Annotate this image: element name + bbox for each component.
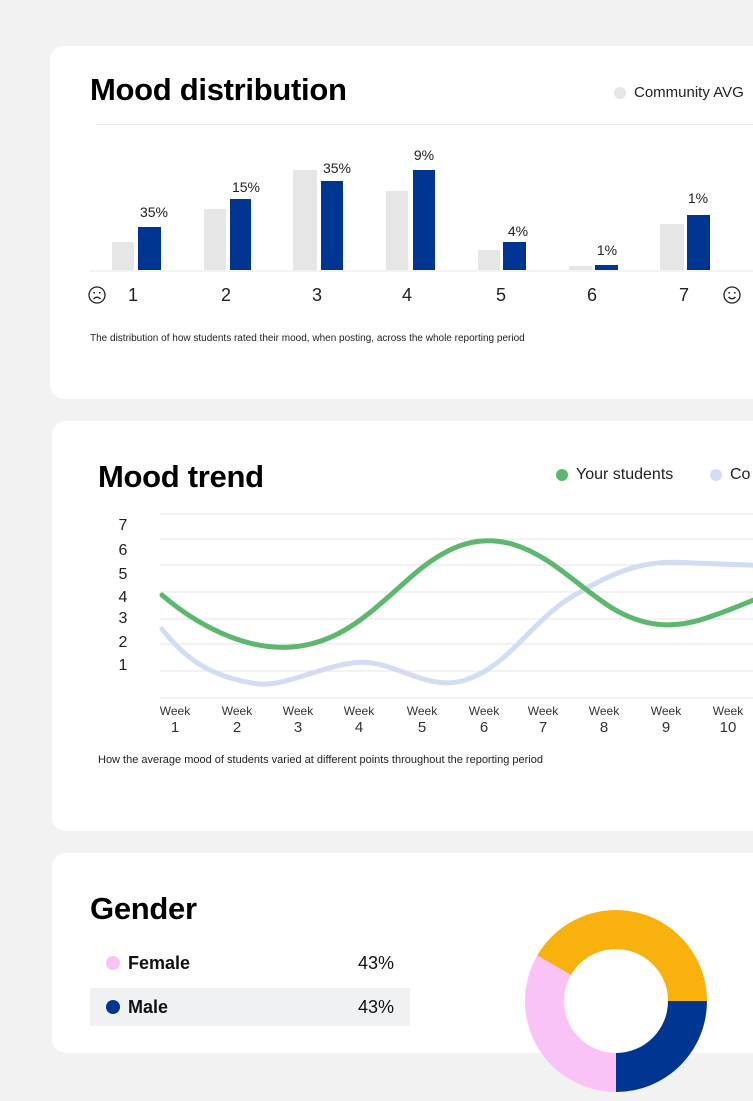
legend-label: Community AVG [634,84,744,101]
mood-trend-caption: How the average mood of students varied … [98,754,543,766]
svg-text:1%: 1% [597,242,617,258]
svg-text:Week: Week [222,704,253,718]
svg-text:2: 2 [221,285,231,305]
bar-group-1: 35% [112,204,168,270]
svg-text:1: 1 [171,719,179,736]
divider [96,124,753,125]
svg-text:Week: Week [344,704,375,718]
svg-text:35%: 35% [140,204,168,220]
legend-community: Co [710,466,750,484]
bar-group-7: 1% [660,190,710,270]
sad-face-icon [88,286,106,304]
female-dot-icon [106,956,120,970]
your-students-line [159,538,753,650]
gender-label: Male [128,996,169,1017]
svg-text:Week: Week [160,704,191,718]
gender-title: Gender [90,891,197,926]
svg-text:Week: Week [651,704,682,718]
gender-value: 43% [357,996,394,1017]
svg-text:9%: 9% [414,147,434,163]
svg-text:35%: 35% [323,160,351,176]
svg-text:9: 9 [662,719,670,736]
gender-donut-chart [525,910,707,1092]
svg-text:7: 7 [539,719,547,736]
svg-text:7: 7 [119,517,128,534]
svg-text:6: 6 [587,285,597,305]
mood-trend-card: Mood trend Your students Co 7 6 5 4 3 2 … [52,421,753,831]
svg-text:2: 2 [233,719,241,736]
svg-text:1%: 1% [688,190,708,206]
svg-text:2: 2 [119,634,128,651]
svg-text:1: 1 [128,285,138,305]
legend-community-avg: Community AVG [614,84,744,101]
gender-row-male[interactable]: Male 43% [90,988,410,1026]
svg-text:Week: Week [528,704,559,718]
svg-text:1: 1 [119,657,128,674]
svg-text:Week: Week [589,704,620,718]
svg-text:15%: 15% [232,179,260,195]
svg-text:3: 3 [312,285,322,305]
svg-text:4: 4 [119,589,128,606]
svg-text:7: 7 [679,285,689,305]
bar-group-2: 15% [204,179,260,270]
bar-group-5: 4% [478,223,528,270]
legend-label: Your students [576,466,674,483]
svg-text:4: 4 [402,285,412,305]
gender-value: 43% [357,952,394,973]
svg-text:6: 6 [480,719,488,736]
legend-your-students: Your students [556,466,673,484]
gender-row-female[interactable]: Female 43% [90,945,410,981]
svg-text:Week: Week [407,704,438,718]
legend-dot [710,469,722,481]
svg-text:Week: Week [713,704,744,718]
legend-dot [556,469,568,481]
community-line [159,559,753,687]
mood-distribution-caption: The distribution of how students rated t… [90,333,525,344]
legend-label: Co [730,466,751,483]
gender-card: Gender Female 43% Male 43% [52,853,753,1092]
mood-distribution-card: Mood distribution Community AVG 35% 15% … [50,46,753,399]
svg-text:Week: Week [469,704,500,718]
legend-dot [614,86,626,99]
bar-group-3: 35% [293,160,351,270]
happy-face-icon [723,286,741,304]
mood-distribution-title: Mood distribution [90,72,347,107]
svg-text:4: 4 [355,719,363,736]
svg-text:10: 10 [720,719,737,736]
svg-text:Week: Week [283,704,314,718]
svg-text:8: 8 [600,719,608,736]
bar-group-4: 9% [386,147,435,270]
mood-trend-title: Mood trend [98,459,264,494]
bar-group-6: 1% [569,242,618,270]
svg-text:5: 5 [119,566,128,583]
svg-text:5: 5 [496,285,506,305]
svg-text:4%: 4% [508,223,528,239]
male-dot-icon [106,1000,120,1014]
svg-text:3: 3 [119,610,128,627]
gender-label: Female [128,952,191,973]
mood-distribution-chart: 35% 15% 35% 9% 4% 1% [88,147,753,305]
svg-text:5: 5 [418,719,426,736]
svg-text:3: 3 [294,719,302,736]
svg-text:6: 6 [119,542,128,559]
